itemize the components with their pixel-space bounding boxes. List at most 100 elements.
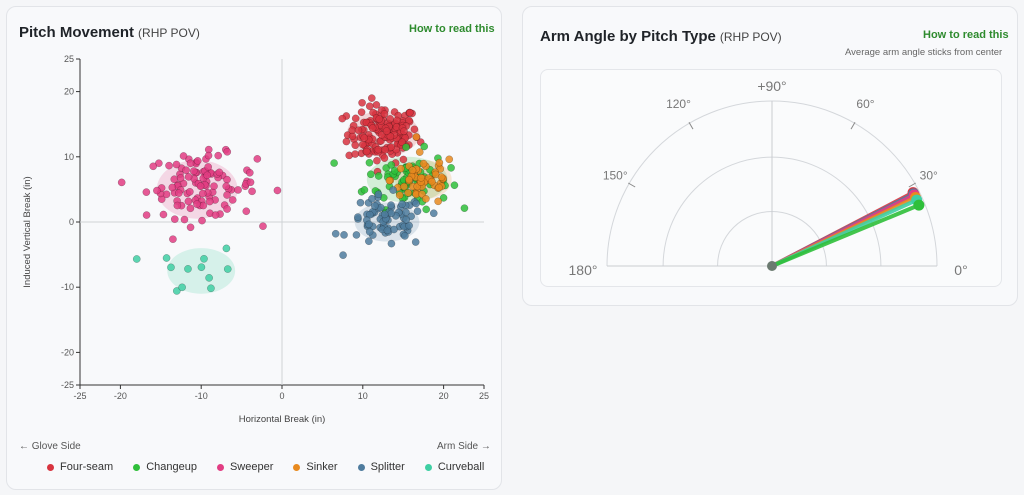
- legend-item-curveball[interactable]: Curveball: [424, 461, 485, 473]
- point-changeup: [387, 161, 396, 169]
- point-sweeper: [242, 207, 251, 216]
- legend-item-sweeper[interactable]: Sweeper: [216, 461, 273, 473]
- point-four-seam: [410, 125, 419, 134]
- legend-dot: [133, 463, 141, 471]
- point-curveball: [223, 265, 232, 273]
- point-sweeper: [203, 171, 212, 180]
- point-four-seam: [398, 138, 406, 147]
- legend-dot: [216, 463, 224, 471]
- point-sweeper: [211, 211, 220, 219]
- series-sinker: [385, 133, 454, 206]
- point-curveball: [222, 244, 231, 253]
- point-sweeper: [223, 205, 231, 213]
- polar-angle-label: 30°: [920, 169, 938, 183]
- point-sweeper: [198, 189, 207, 198]
- legend-item-four-seam[interactable]: Four-seam: [47, 461, 113, 473]
- point-splitter: [389, 186, 398, 194]
- point-sweeper: [153, 186, 161, 195]
- point-sweeper: [198, 216, 206, 225]
- point-sweeper: [185, 187, 194, 196]
- point-splitter: [390, 225, 398, 234]
- pitch-movement-card: Pitch Movement (RHP POV) How to read this…: [6, 6, 502, 490]
- point-changeup: [374, 172, 383, 180]
- legend-label: Curveball: [437, 461, 485, 473]
- point-sinker: [437, 173, 446, 181]
- legend: Four-seam Changeup Sweeper Sinker Splitter Cu…: [47, 461, 484, 473]
- point-sweeper: [180, 215, 189, 224]
- point-sweeper: [204, 163, 213, 171]
- point-splitter: [340, 231, 348, 239]
- y-tick-label: -25: [61, 380, 74, 390]
- point-sinker: [434, 197, 443, 206]
- point-sweeper: [214, 151, 223, 160]
- point-changeup: [422, 205, 431, 214]
- arm-angle-note: Average arm angle sticks from center: [845, 47, 1003, 58]
- y-tick-label: -20: [61, 347, 74, 357]
- point-sweeper: [259, 222, 267, 231]
- point-sinker: [412, 133, 421, 141]
- point-sweeper: [199, 201, 208, 210]
- point-sweeper: [179, 152, 188, 160]
- point-four-seam: [338, 114, 347, 123]
- point-splitter: [402, 208, 410, 217]
- arm-stick-changeup: [770, 203, 921, 268]
- point-sweeper: [245, 168, 254, 177]
- point-sweeper: [223, 175, 231, 184]
- point-sweeper: [168, 183, 177, 192]
- arm-angle-how-to-link[interactable]: How to read this: [923, 29, 1009, 41]
- point-four-seam: [357, 108, 366, 117]
- series-four-seam: [338, 94, 425, 176]
- movement-how-to-link[interactable]: How to read this: [409, 23, 495, 35]
- point-four-seam: [386, 115, 394, 123]
- point-sweeper: [246, 178, 255, 187]
- point-four-seam: [354, 126, 363, 135]
- x-tick-label: -20: [114, 391, 127, 401]
- point-splitter: [411, 238, 420, 246]
- point-curveball: [132, 255, 141, 263]
- point-sinker: [404, 188, 412, 197]
- point-sweeper: [169, 235, 177, 244]
- point-sweeper: [149, 162, 158, 171]
- y-tick-label: 25: [64, 54, 74, 64]
- point-sweeper: [228, 196, 237, 204]
- polar-tick: [850, 121, 856, 130]
- legend-item-changeup[interactable]: Changeup: [133, 461, 197, 473]
- arm-angle-title: Arm Angle by Pitch Type (RHP POV): [540, 28, 782, 45]
- glove-side-label: ← Glove Side: [19, 441, 81, 452]
- point-splitter: [401, 232, 409, 240]
- y-tick-label: 0: [69, 217, 74, 227]
- point-sinker: [396, 164, 405, 173]
- point-curveball: [200, 254, 208, 263]
- point-changeup: [420, 142, 429, 151]
- point-changeup: [460, 204, 469, 213]
- point-splitter: [380, 210, 389, 219]
- x-tick-label: 0: [279, 391, 284, 401]
- point-sweeper: [176, 174, 185, 182]
- point-four-seam: [381, 145, 390, 154]
- point-splitter: [383, 226, 392, 235]
- point-four-seam: [374, 145, 383, 154]
- polar-tick: [627, 182, 636, 188]
- legend-item-splitter[interactable]: Splitter: [357, 461, 405, 473]
- point-splitter: [331, 229, 340, 238]
- point-sweeper: [170, 215, 179, 224]
- point-splitter: [412, 199, 420, 208]
- point-sinker: [400, 182, 408, 191]
- point-four-seam: [400, 127, 408, 136]
- x-tick-label: 20: [439, 391, 449, 401]
- x-tick-label: 25: [479, 391, 489, 401]
- arm-angle-title-text: Arm Angle by Pitch Type: [540, 28, 716, 45]
- x-axis-label: Horizontal Break (in): [239, 414, 326, 425]
- arm-angle-subtitle: (RHP POV): [719, 30, 782, 44]
- point-four-seam: [365, 102, 374, 111]
- point-four-seam: [380, 110, 389, 118]
- point-four-seam: [342, 137, 351, 146]
- point-sweeper: [210, 182, 218, 191]
- legend-dot: [357, 463, 365, 471]
- point-four-seam: [377, 130, 386, 139]
- movement-subtitle: (RHP POV): [138, 26, 200, 40]
- point-curveball: [197, 263, 206, 272]
- point-changeup: [360, 186, 369, 194]
- legend-item-sinker[interactable]: Sinker: [293, 461, 338, 473]
- point-sinker: [419, 159, 428, 168]
